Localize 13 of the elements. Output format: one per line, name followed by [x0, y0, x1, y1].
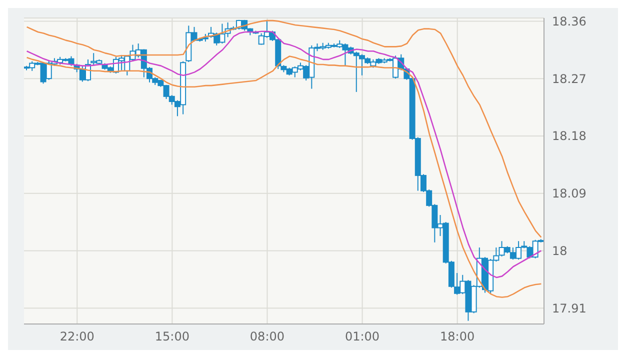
x-tick-label: 18:00	[440, 330, 475, 344]
y-tick-label: 18	[552, 244, 568, 258]
line-series	[26, 56, 542, 298]
y-tick-label: 18.36	[552, 14, 586, 28]
y-tick-label: 18.09	[552, 186, 586, 201]
y-tick-label: 17.91	[552, 301, 586, 316]
y-tick-label: 18.27	[552, 72, 586, 86]
x-tick-label: 08:00	[250, 330, 285, 344]
line-series	[26, 20, 542, 238]
x-tick-label: 22:00	[60, 330, 94, 344]
y-tick-label: 18.18	[552, 129, 586, 144]
x-tick-label: 15:00	[154, 330, 190, 344]
x-tick-label: 01:00	[344, 330, 380, 344]
